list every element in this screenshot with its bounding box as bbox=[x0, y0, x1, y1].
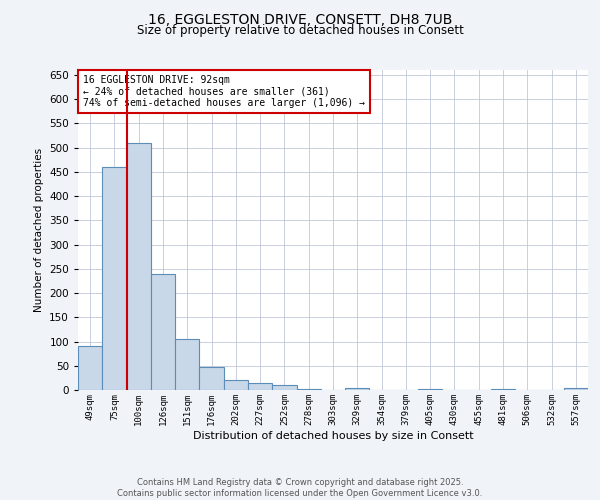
Bar bbox=[175, 339, 199, 390]
Bar bbox=[272, 385, 296, 390]
Bar bbox=[296, 388, 321, 390]
Y-axis label: Number of detached properties: Number of detached properties bbox=[34, 148, 44, 312]
X-axis label: Distribution of detached houses by size in Consett: Distribution of detached houses by size … bbox=[193, 430, 473, 440]
Bar bbox=[248, 382, 272, 390]
Bar bbox=[127, 142, 151, 390]
Bar bbox=[78, 346, 102, 390]
Text: 16 EGGLESTON DRIVE: 92sqm
← 24% of detached houses are smaller (361)
74% of semi: 16 EGGLESTON DRIVE: 92sqm ← 24% of detac… bbox=[83, 75, 365, 108]
Text: Contains HM Land Registry data © Crown copyright and database right 2025.
Contai: Contains HM Land Registry data © Crown c… bbox=[118, 478, 482, 498]
Bar bbox=[564, 388, 588, 390]
Text: 16, EGGLESTON DRIVE, CONSETT, DH8 7UB: 16, EGGLESTON DRIVE, CONSETT, DH8 7UB bbox=[148, 12, 452, 26]
Bar bbox=[418, 388, 442, 390]
Bar bbox=[199, 366, 224, 390]
Bar bbox=[102, 167, 127, 390]
Bar bbox=[224, 380, 248, 390]
Bar bbox=[491, 388, 515, 390]
Bar bbox=[345, 388, 370, 390]
Bar bbox=[151, 274, 175, 390]
Text: Size of property relative to detached houses in Consett: Size of property relative to detached ho… bbox=[137, 24, 463, 37]
